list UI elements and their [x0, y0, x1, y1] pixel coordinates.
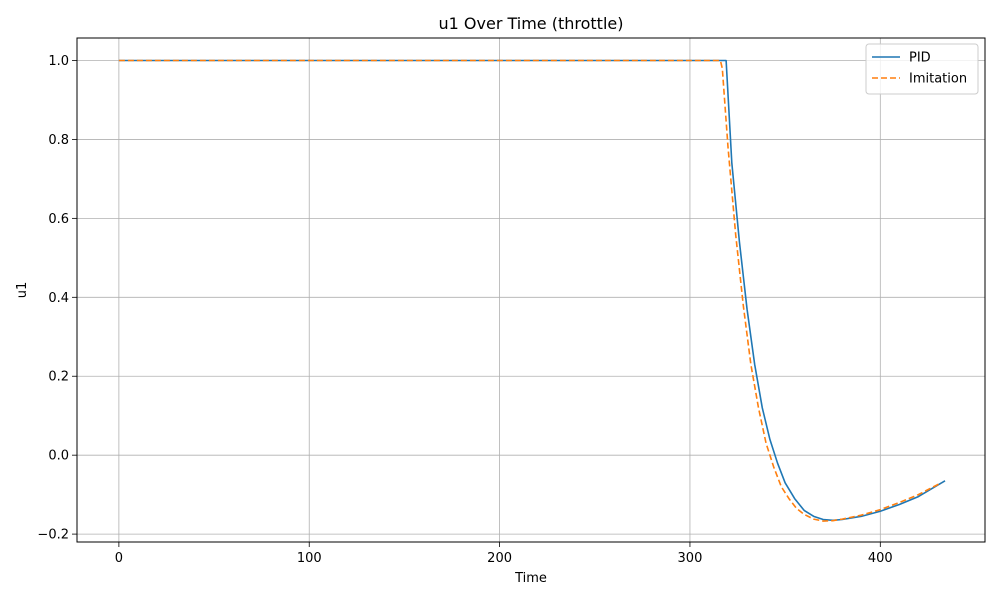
y-tick-label: 1.0	[48, 54, 69, 69]
legend: PID Imitation	[865, 43, 979, 95]
series-line-imitation	[118, 59, 942, 522]
x-tick-label: 300	[678, 551, 703, 566]
y-tick-label: 0.2	[48, 370, 69, 385]
y-tick-label: −0.2	[37, 528, 69, 543]
legend-label-pid: PID	[909, 51, 931, 66]
y-tick-label: 0.4	[48, 291, 69, 306]
axis-ticks: 0 100 200 300 400 −0.2 0.0 0.2 0.4 0.6 0.8 1.0	[37, 54, 892, 566]
y-tick-label: 0.6	[48, 212, 69, 227]
x-tick-label: 400	[868, 551, 893, 566]
y-tick-label: 0.0	[48, 449, 69, 464]
x-tick-label: 200	[487, 551, 512, 566]
x-tick-label: 100	[297, 551, 322, 566]
legend-label-imitation: Imitation	[909, 72, 967, 87]
chart-title: u1 Over Time (throttle)	[439, 14, 624, 33]
x-tick-label: 0	[115, 551, 123, 566]
series-line-pid	[118, 59, 946, 522]
y-axis-label: u1	[15, 282, 30, 299]
y-tick-label: 0.8	[48, 133, 69, 148]
plot-frame	[76, 37, 986, 543]
x-axis-label: Time	[514, 571, 547, 586]
series-lines	[118, 59, 946, 522]
